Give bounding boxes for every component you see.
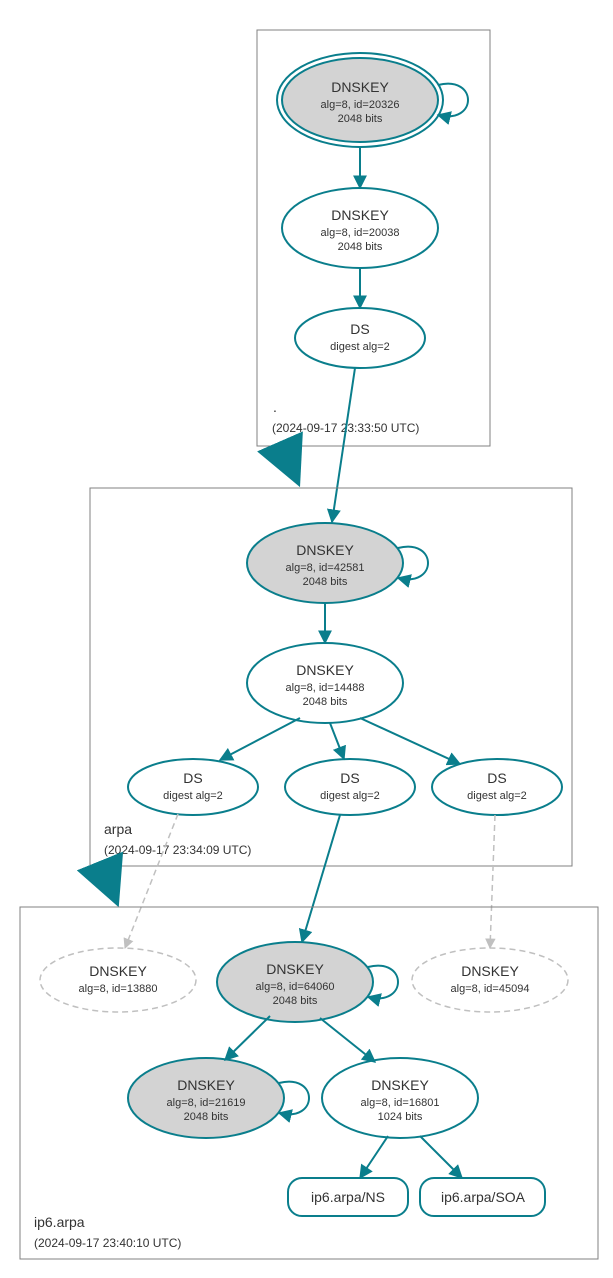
arpa-ds1-node: DS digest alg=2	[128, 759, 258, 815]
svg-text:2048 bits: 2048 bits	[338, 241, 383, 253]
svg-text:ip6.arpa/NS: ip6.arpa/NS	[311, 1189, 385, 1205]
svg-text:2048 bits: 2048 bits	[184, 1111, 229, 1123]
edge-ds3-ip645094	[490, 815, 495, 948]
arpa-ds2-node: DS digest alg=2	[285, 759, 415, 815]
dnssec-diagram: . (2024-09-17 23:33:50 UTC) DNSKEY alg=8…	[0, 0, 613, 1278]
svg-text:DS: DS	[487, 770, 506, 786]
svg-text:DNSKEY: DNSKEY	[331, 79, 389, 95]
svg-text:DS: DS	[340, 770, 359, 786]
svg-text:2048 bits: 2048 bits	[303, 576, 348, 588]
svg-text:DNSKEY: DNSKEY	[89, 963, 147, 979]
root-ksk-node: DNSKEY alg=8, id=20326 2048 bits	[277, 53, 443, 147]
ip6-21619-node: DNSKEY alg=8, id=21619 2048 bits	[128, 1058, 284, 1138]
svg-text:digest alg=2: digest alg=2	[330, 341, 390, 353]
edge-arpazsk-ds1	[220, 718, 300, 760]
edge-64060-21619	[225, 1016, 270, 1060]
svg-text:DNSKEY: DNSKEY	[266, 961, 324, 977]
svg-text:DNSKEY: DNSKEY	[177, 1077, 235, 1093]
arpa-zone-time: (2024-09-17 23:34:09 UTC)	[104, 843, 251, 857]
edge-rootds-arpaksk	[332, 368, 355, 522]
svg-text:alg=8, id=13880: alg=8, id=13880	[79, 983, 158, 995]
edge-arpazsk-ds2	[330, 723, 344, 759]
svg-text:digest alg=2: digest alg=2	[320, 790, 380, 802]
root-zone-label: .	[273, 399, 277, 415]
edge-64060-16801	[320, 1018, 375, 1062]
edge-16801-soa	[420, 1136, 462, 1178]
ip6-ns-record: ip6.arpa/NS	[288, 1178, 408, 1216]
svg-text:DNSKEY: DNSKEY	[296, 542, 354, 558]
svg-text:alg=8, id=21619: alg=8, id=21619	[167, 1097, 246, 1109]
svg-text:alg=8, id=14488: alg=8, id=14488	[286, 682, 365, 694]
arpa-zsk-node: DNSKEY alg=8, id=14488 2048 bits	[247, 643, 403, 723]
ip6arpa-zone-time: (2024-09-17 23:40:10 UTC)	[34, 1236, 181, 1250]
ip6-45094-node: DNSKEY alg=8, id=45094	[412, 948, 568, 1012]
svg-text:digest alg=2: digest alg=2	[163, 790, 223, 802]
svg-text:2048 bits: 2048 bits	[273, 995, 318, 1007]
svg-text:alg=8, id=20326: alg=8, id=20326	[321, 99, 400, 111]
svg-text:alg=8, id=20038: alg=8, id=20038	[321, 227, 400, 239]
svg-text:DS: DS	[350, 321, 369, 337]
arpa-zone-label: arpa	[104, 821, 132, 837]
ip6-13880-node: DNSKEY alg=8, id=13880	[40, 948, 196, 1012]
root-zsk-node: DNSKEY alg=8, id=20038 2048 bits	[282, 188, 438, 268]
edge-ds2-ip664060	[302, 815, 340, 942]
svg-text:DNSKEY: DNSKEY	[331, 207, 389, 223]
svg-text:DNSKEY: DNSKEY	[461, 963, 519, 979]
edge-rootbox-arpabox	[282, 446, 296, 478]
svg-text:digest alg=2: digest alg=2	[467, 790, 527, 802]
svg-text:DS: DS	[183, 770, 202, 786]
svg-text:DNSKEY: DNSKEY	[296, 662, 354, 678]
edge-arpabox-ip6box	[102, 866, 115, 898]
svg-text:alg=8, id=42581: alg=8, id=42581	[286, 562, 365, 574]
arpa-ds3-node: DS digest alg=2	[432, 759, 562, 815]
ip6-16801-node: DNSKEY alg=8, id=16801 1024 bits	[322, 1058, 478, 1138]
svg-text:DNSKEY: DNSKEY	[371, 1077, 429, 1093]
svg-text:2048 bits: 2048 bits	[338, 113, 383, 125]
edge-ds1-ip613880	[125, 814, 178, 948]
ip6-64060-node: DNSKEY alg=8, id=64060 2048 bits	[217, 942, 373, 1022]
svg-text:alg=8, id=64060: alg=8, id=64060	[256, 981, 335, 993]
ip6-soa-record: ip6.arpa/SOA	[420, 1178, 545, 1216]
svg-text:1024 bits: 1024 bits	[378, 1111, 423, 1123]
root-ds-node: DS digest alg=2	[295, 308, 425, 368]
ip6arpa-zone-label: ip6.arpa	[34, 1214, 85, 1230]
svg-text:ip6.arpa/SOA: ip6.arpa/SOA	[441, 1189, 526, 1205]
svg-text:alg=8, id=45094: alg=8, id=45094	[451, 983, 530, 995]
edge-16801-ns	[360, 1136, 388, 1178]
svg-text:alg=8, id=16801: alg=8, id=16801	[361, 1097, 440, 1109]
svg-text:2048 bits: 2048 bits	[303, 696, 348, 708]
arpa-ksk-node: DNSKEY alg=8, id=42581 2048 bits	[247, 523, 403, 603]
edge-arpazsk-ds3	[360, 718, 460, 764]
